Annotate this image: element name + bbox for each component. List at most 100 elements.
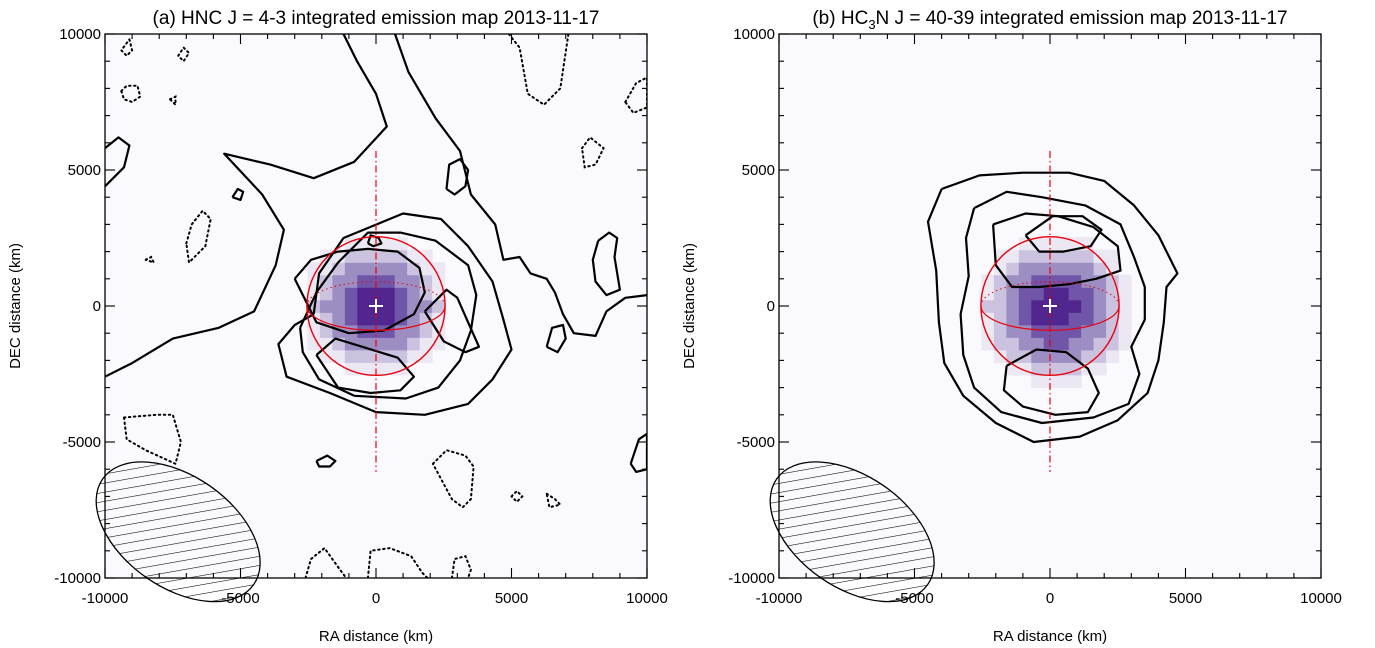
heatmap-cell xyxy=(1093,337,1107,351)
heatmap-cell xyxy=(394,274,408,288)
heatmap-cell xyxy=(357,299,371,313)
heatmap-cell xyxy=(369,312,383,326)
heatmap-cell xyxy=(1006,249,1020,263)
y-axis-label: DEC distance (km) xyxy=(7,243,24,369)
heatmap-cell xyxy=(1093,299,1107,313)
contour-solid xyxy=(926,171,1179,444)
heatmap-cell xyxy=(1006,312,1020,326)
contours xyxy=(105,34,647,578)
heatmap-cell xyxy=(432,262,446,276)
heatmap-cell xyxy=(1068,349,1082,363)
heatmap-cell xyxy=(1018,249,1032,263)
heatmap-cell xyxy=(382,262,396,276)
contour-dotted xyxy=(507,34,570,106)
heatmap-cell xyxy=(419,249,433,263)
x-tick-label: -5000 xyxy=(895,590,933,607)
heatmap-cell xyxy=(993,337,1007,351)
contour-dotted xyxy=(119,38,134,58)
heatmap-cell xyxy=(344,274,358,288)
heatmap-cell xyxy=(357,287,371,301)
heatmap-cell xyxy=(1118,299,1132,313)
heatmap-cell xyxy=(1043,374,1057,388)
y-tick-label: 10000 xyxy=(733,26,775,43)
x-axis-label: RA distance (km) xyxy=(993,628,1107,645)
heatmap-cell xyxy=(1006,362,1020,376)
heatmap-cell xyxy=(1006,299,1020,313)
contour-dotted xyxy=(123,413,182,466)
heatmap-cell xyxy=(1093,287,1107,301)
heatmap-cell xyxy=(1081,299,1095,313)
heatmap-cell xyxy=(1118,312,1132,326)
x-axis-label: RA distance (km) xyxy=(319,628,433,645)
heatmap-cell xyxy=(1031,337,1045,351)
heatmap-cell xyxy=(419,299,433,313)
heatmap-cell xyxy=(1068,324,1082,338)
heatmap-cell xyxy=(1056,374,1070,388)
heatmap-cell xyxy=(382,249,396,263)
heatmap-cell xyxy=(1031,324,1045,338)
contour-dotted xyxy=(169,94,177,108)
y-tick-label: 0 xyxy=(93,298,101,315)
heatmap-cell xyxy=(1056,312,1070,326)
heatmap-cell xyxy=(394,262,408,276)
heatmap-cell xyxy=(993,249,1007,263)
heatmap-cell xyxy=(1018,299,1032,313)
heatmap-cell xyxy=(1031,249,1045,263)
heatmap-cell xyxy=(993,324,1007,338)
x-tick-label: 0 xyxy=(372,590,380,607)
heatmap-cell xyxy=(382,299,396,313)
heatmap-cell xyxy=(382,337,396,351)
heatmap-cell xyxy=(1068,312,1082,326)
heatmap-cell xyxy=(1106,312,1120,326)
heatmap-cell xyxy=(344,299,358,313)
heatmap-cell xyxy=(332,274,346,288)
contour-dotted xyxy=(185,209,212,265)
heatmap-cell xyxy=(1093,349,1107,363)
chart-title: (a) HNC J = 4-3 integrated emission map … xyxy=(153,8,600,29)
contour-dotted xyxy=(366,547,429,578)
heatmap-cell xyxy=(1081,349,1095,363)
ticks xyxy=(778,33,1322,579)
x-tick-label: 10000 xyxy=(626,590,668,607)
heatmap-cell xyxy=(1018,337,1032,351)
contour-solid xyxy=(629,432,647,473)
heatmap-cell xyxy=(981,287,995,301)
contour-dotted xyxy=(450,555,472,578)
contour-solid xyxy=(277,212,513,416)
heatmap-cell xyxy=(357,362,371,376)
heatmap-cell xyxy=(332,299,346,313)
contour-solid xyxy=(1002,348,1100,416)
heatmap-cell xyxy=(319,262,333,276)
heatmap-cell xyxy=(344,349,358,363)
heatmap-cell xyxy=(1056,362,1070,376)
heatmap-cell xyxy=(432,299,446,313)
heatmap-cell xyxy=(1031,362,1045,376)
heatmap-cell xyxy=(1056,299,1070,313)
y-tick-label: 5000 xyxy=(68,162,101,179)
heatmap-cell xyxy=(1031,374,1045,388)
heatmap-cell xyxy=(419,262,433,276)
contour-dotted xyxy=(624,76,647,115)
heatmap-cell xyxy=(1031,349,1045,363)
contour-solid xyxy=(315,454,337,468)
heatmap-cell xyxy=(394,287,408,301)
x-tick-label: 10000 xyxy=(1300,590,1342,607)
y-tick-label: -10000 xyxy=(54,570,101,587)
heatmap-cell xyxy=(357,349,371,363)
heatmap-cell xyxy=(357,312,371,326)
heatmap-cell xyxy=(981,299,995,313)
heatmap-cell xyxy=(332,287,346,301)
heatmap-cell xyxy=(993,349,1007,363)
y-tick-label: -5000 xyxy=(63,434,101,451)
heatmap-cell xyxy=(981,312,995,326)
heatmap-cell xyxy=(1093,262,1107,276)
heatmap-cell xyxy=(407,287,421,301)
contour-dotted xyxy=(120,84,142,104)
heatmap-cell xyxy=(1031,312,1045,326)
heatmap-cell xyxy=(382,237,396,251)
x-tick-label: -10000 xyxy=(756,590,803,607)
heatmap-cell xyxy=(1081,312,1095,326)
contour-solid xyxy=(591,231,621,297)
heatmap-cell xyxy=(319,349,333,363)
